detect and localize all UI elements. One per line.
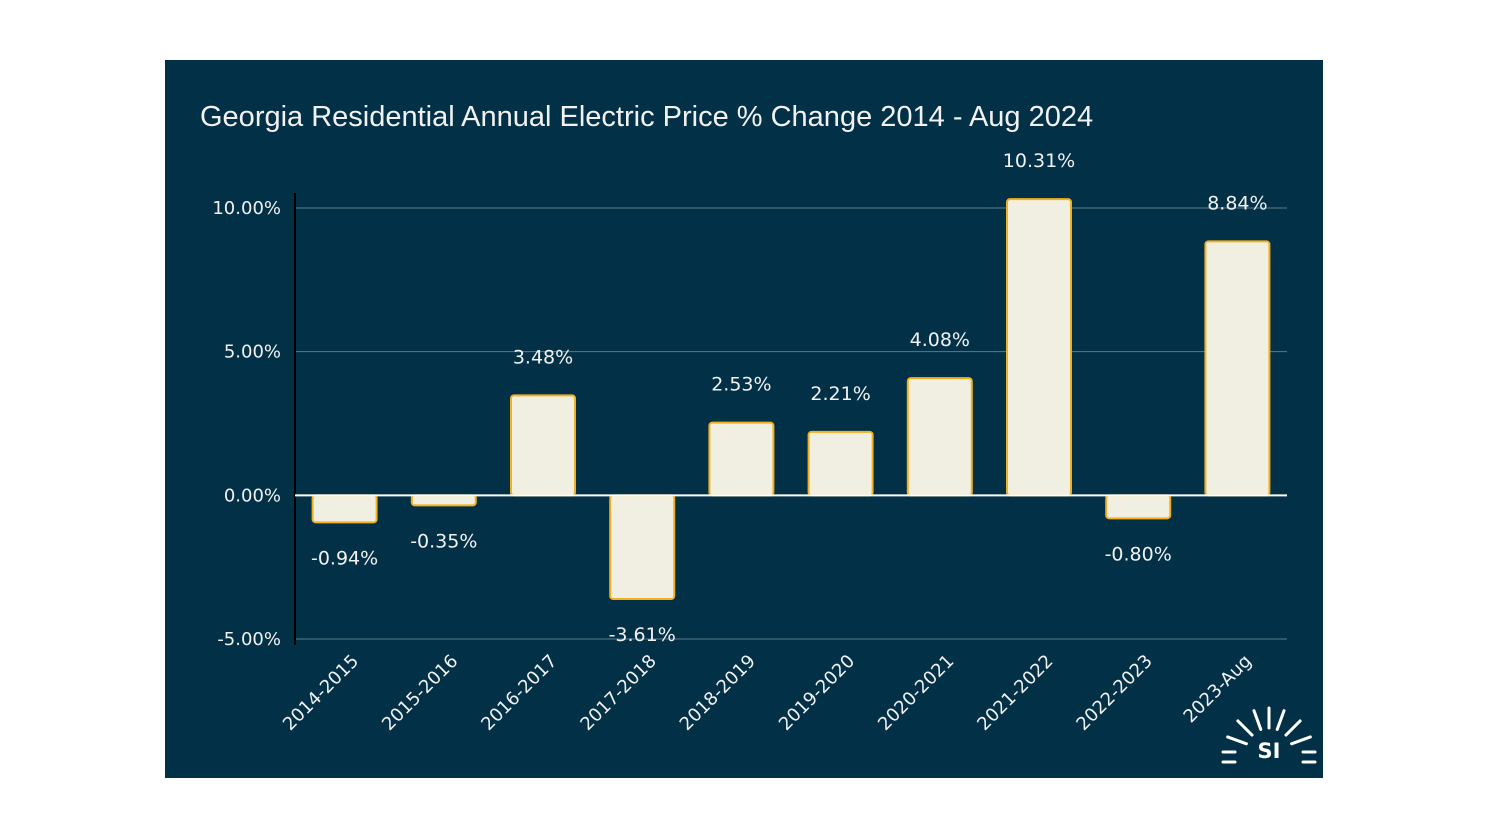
x-tick-label: 2016-2017 [477, 651, 561, 735]
x-tick-label: 2014-2015 [279, 651, 363, 735]
x-tick-label: 2023-Aug [1180, 651, 1256, 727]
sun-ray [1284, 719, 1302, 737]
x-tick-label: 2017-2018 [577, 651, 661, 735]
bar-2017-2018 [609, 494, 676, 601]
bars [311, 198, 1271, 601]
data-label: 2.53% [711, 374, 771, 396]
sun-ray [1290, 735, 1312, 746]
bar-2020-2021 [906, 377, 973, 497]
logo-text: SI [1258, 739, 1281, 763]
y-axis-ticks: -5.00% 0.00% 5.00% 10.00% [212, 198, 281, 650]
sun-ray [1226, 735, 1248, 746]
data-label: 4.08% [910, 329, 970, 351]
sun-ray [1236, 719, 1254, 737]
data-label: 2.21% [810, 383, 870, 405]
y-tick-label: 5.00% [224, 342, 281, 363]
chart-title: Georgia Residential Annual Electric Pric… [200, 101, 1093, 133]
x-tick-label: 2020-2021 [874, 651, 958, 735]
chart-card [165, 60, 1323, 778]
data-label: -0.94% [311, 547, 378, 569]
y-tick-label: 0.00% [224, 485, 281, 506]
bar-2016-2017 [510, 394, 576, 497]
data-label: 10.31% [1003, 150, 1075, 172]
x-tick-label: 2019-2020 [775, 651, 859, 735]
data-label: 8.84% [1207, 192, 1267, 214]
bar-2014-2015 [311, 494, 378, 524]
x-tick-label: 2018-2019 [676, 651, 760, 735]
bar-2018-2019 [708, 421, 775, 497]
data-label: -0.80% [1105, 543, 1172, 565]
gridlines [295, 207, 1287, 640]
x-tick-label: 2022-2023 [1073, 651, 1157, 735]
sun-ray [1275, 709, 1286, 731]
sun-rays-icon [1221, 706, 1317, 764]
data-label: -3.61% [609, 624, 676, 646]
bar-2023-Aug [1204, 240, 1271, 497]
bar-2022-2023 [1105, 494, 1172, 520]
y-tick-label: -5.00% [217, 629, 281, 650]
bar-2015-2016 [410, 494, 477, 507]
bar-2019-2020 [807, 430, 874, 497]
data-label: 3.48% [513, 346, 573, 368]
x-axis-ticks: 2014-2015 2015-2016 2016-2017 2017-2018 2018… [279, 651, 1256, 735]
x-tick-label: 2021-2022 [973, 651, 1057, 735]
sun-ray [1252, 709, 1263, 731]
si-logo: SI [1221, 706, 1317, 764]
data-labels: -0.94% -0.35% 3.48% -3.61% 2.53% 2.21% 4.08% 10… [311, 150, 1268, 646]
bar-2021-2022 [1006, 198, 1072, 497]
x-tick-label: 2015-2016 [378, 651, 462, 735]
data-label: -0.35% [410, 530, 477, 552]
y-tick-label: 10.00% [212, 198, 281, 219]
